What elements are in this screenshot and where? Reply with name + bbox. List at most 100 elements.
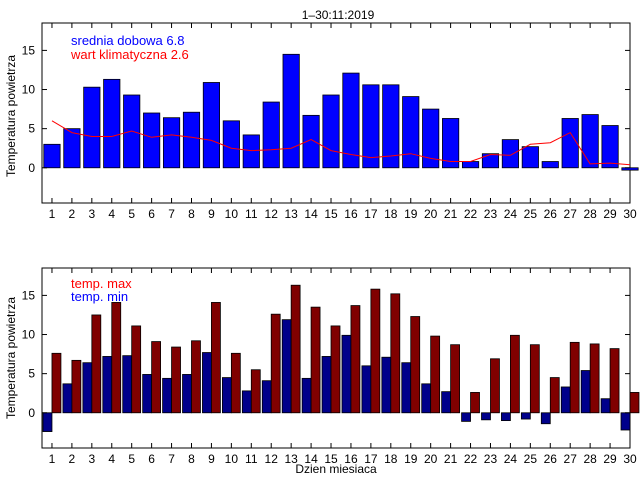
max-bar-day-7 bbox=[171, 346, 181, 414]
x-tick-label-day-10: 10 bbox=[225, 452, 239, 466]
min-bar-day-17 bbox=[361, 365, 372, 414]
mean-bar-day-3 bbox=[83, 86, 101, 169]
top-legend-climate: wart klimatyczna 2.6 bbox=[70, 47, 189, 62]
x-tick-label-day-28: 28 bbox=[583, 452, 597, 466]
x-tick-label-day-5: 5 bbox=[128, 207, 135, 221]
max-bar-day-15 bbox=[330, 325, 341, 414]
x-tick-label-day-12: 12 bbox=[265, 452, 279, 466]
max-bar-day-4 bbox=[111, 302, 122, 414]
min-bar-day-10 bbox=[221, 377, 232, 414]
max-bar-day-9 bbox=[211, 302, 221, 414]
y-tick-label: 5 bbox=[28, 367, 35, 381]
top-y-axis-label: Temperatura powietrza bbox=[4, 55, 18, 177]
mean-bar-day-13 bbox=[282, 53, 300, 169]
max-bar-day-24 bbox=[510, 334, 520, 414]
min-bar-day-16 bbox=[341, 334, 352, 414]
mean-bar-day-15 bbox=[322, 94, 340, 169]
x-tick-label-day-22: 22 bbox=[464, 452, 478, 466]
max-bar-day-27 bbox=[569, 341, 580, 414]
max-bar-day-16 bbox=[350, 305, 361, 414]
min-bar-day-13 bbox=[281, 319, 292, 414]
min-bar-day-8 bbox=[182, 374, 192, 414]
min-bar-day-23 bbox=[481, 412, 491, 421]
mean-bar-day-25 bbox=[521, 146, 539, 169]
x-tick-label-day-21: 21 bbox=[444, 207, 458, 221]
min-bar-day-9 bbox=[202, 352, 212, 414]
min-bar-day-27 bbox=[560, 386, 571, 414]
x-tick-label-day-17: 17 bbox=[364, 452, 378, 466]
max-bar-day-14 bbox=[310, 306, 321, 414]
x-tick-label-day-29: 29 bbox=[603, 452, 617, 466]
x-tick-label-day-20: 20 bbox=[424, 207, 438, 221]
x-tick-label-day-19: 19 bbox=[404, 452, 418, 466]
x-tick-label-day-28: 28 bbox=[583, 207, 597, 221]
min-bar-day-2 bbox=[62, 383, 73, 414]
top-bars bbox=[43, 53, 639, 171]
x-tick-label-day-9: 9 bbox=[208, 207, 215, 221]
y-tick-label: 5 bbox=[28, 122, 35, 136]
x-tick-label-day-25: 25 bbox=[524, 452, 538, 466]
x-tick-label-day-3: 3 bbox=[88, 452, 95, 466]
x-tick-label-day-5: 5 bbox=[128, 452, 135, 466]
x-tick-label-day-27: 27 bbox=[564, 207, 578, 221]
max-bar-day-29 bbox=[609, 348, 620, 414]
max-bar-day-11 bbox=[250, 369, 261, 414]
x-tick-label-day-30: 30 bbox=[623, 452, 637, 466]
x-tick-label-day-25: 25 bbox=[524, 207, 538, 221]
min-bar-day-11 bbox=[241, 390, 252, 414]
x-tick-label-day-30: 30 bbox=[623, 207, 637, 221]
max-bar-day-13 bbox=[290, 284, 301, 414]
mean-bar-day-9 bbox=[202, 82, 220, 169]
mean-bar-day-14 bbox=[302, 114, 320, 169]
mean-bar-day-21 bbox=[442, 118, 460, 169]
x-tick-label-day-23: 23 bbox=[484, 452, 498, 466]
max-bar-day-20 bbox=[430, 335, 441, 414]
max-bar-day-2 bbox=[71, 359, 82, 414]
mean-bar-day-16 bbox=[342, 72, 360, 169]
max-bar-day-1 bbox=[51, 352, 62, 414]
x-tick-label-day-15: 15 bbox=[324, 452, 338, 466]
x-tick-label-day-9: 9 bbox=[208, 452, 215, 466]
x-tick-label-day-16: 16 bbox=[344, 452, 358, 466]
x-tick-label-day-8: 8 bbox=[188, 207, 195, 221]
x-tick-label-day-1: 1 bbox=[49, 207, 56, 221]
bottom-y-axis-label: Temperatura powietrza bbox=[4, 297, 18, 419]
min-bar-day-6 bbox=[142, 374, 153, 414]
max-bar-day-23 bbox=[490, 358, 500, 414]
max-bar-day-25 bbox=[529, 344, 540, 414]
bottom-x-axis-label: Dzien miesiaca bbox=[295, 462, 377, 476]
y-tick-label: 15 bbox=[22, 288, 36, 302]
x-tick-label-day-4: 4 bbox=[108, 452, 115, 466]
mean-bar-day-22 bbox=[461, 161, 480, 169]
min-bar-day-18 bbox=[381, 356, 392, 414]
x-tick-label-day-18: 18 bbox=[384, 452, 398, 466]
x-tick-label-day-29: 29 bbox=[603, 207, 617, 221]
x-tick-label-day-15: 15 bbox=[324, 207, 338, 221]
min-bar-day-26 bbox=[540, 412, 551, 425]
x-tick-label-day-14: 14 bbox=[304, 452, 318, 466]
mean-bar-day-10 bbox=[222, 120, 240, 169]
max-bar-day-6 bbox=[151, 341, 161, 414]
mean-bar-day-27 bbox=[561, 118, 579, 169]
min-bar-day-30 bbox=[620, 412, 631, 431]
figure-title: 1–30:11:2019 bbox=[302, 8, 375, 22]
max-bar-day-12 bbox=[270, 313, 281, 414]
max-bar-day-18 bbox=[390, 293, 401, 414]
min-bar-day-29 bbox=[600, 398, 611, 414]
top-legend-mean: srednia dobowa 6.8 bbox=[71, 33, 184, 48]
x-tick-label-day-6: 6 bbox=[148, 452, 155, 466]
mean-bar-day-18 bbox=[382, 84, 400, 169]
mean-bar-day-12 bbox=[262, 101, 280, 169]
top-line-layer bbox=[51, 120, 631, 166]
mean-bar-day-24 bbox=[501, 139, 519, 169]
x-tick-label-day-27: 27 bbox=[564, 452, 578, 466]
x-tick-label-day-16: 16 bbox=[344, 207, 358, 221]
max-bar-day-22 bbox=[470, 392, 480, 414]
x-tick-label-day-22: 22 bbox=[464, 207, 478, 221]
x-tick-label-day-1: 1 bbox=[49, 452, 56, 466]
x-tick-label-day-6: 6 bbox=[148, 207, 155, 221]
